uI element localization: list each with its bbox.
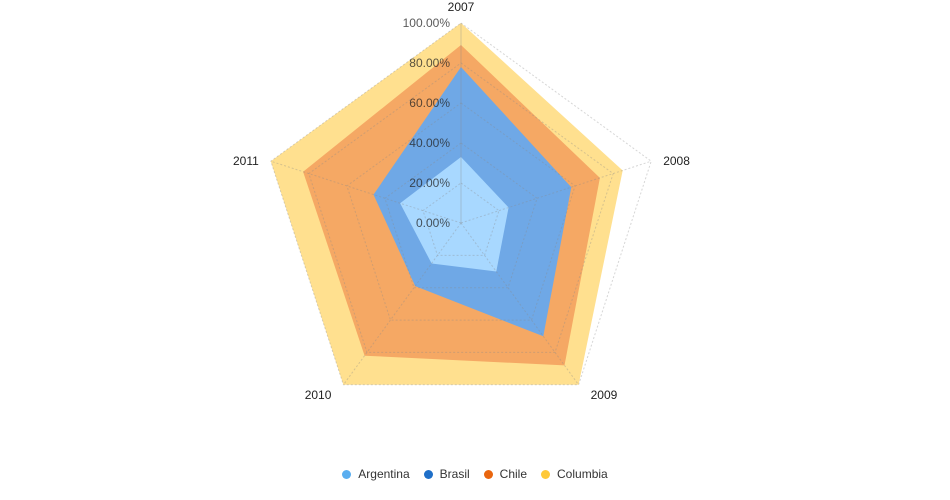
legend-swatch <box>541 469 551 479</box>
grid-ring-3 <box>346 102 576 321</box>
radar-grid <box>270 22 652 386</box>
category-label-2011: 2011 <box>233 154 259 168</box>
tick-label: 40.00% <box>409 136 450 150</box>
grid-spoke-4 <box>270 160 462 224</box>
series-areas <box>270 23 623 385</box>
grid-spoke-3 <box>342 222 462 386</box>
grid-spoke-1 <box>460 160 652 224</box>
radial-tick-labels: 0.00% 20.00% 40.00% 60.00% 80.00% 100.00% <box>403 16 451 230</box>
category-label-2008: 2008 <box>663 154 690 168</box>
category-labels: 2007 2008 2009 2010 2011 <box>233 0 690 402</box>
legend: Argentina Brasil Chile Columbia <box>0 464 950 484</box>
legend-label: Columbia <box>557 467 608 481</box>
legend-label: Chile <box>499 467 528 481</box>
grid-ring-4 <box>308 62 614 353</box>
tick-label: 100.00% <box>403 16 451 30</box>
legend-item-argentina[interactable]: Argentina <box>342 467 410 481</box>
legend-swatch <box>342 469 352 479</box>
legend-item-brasil[interactable]: Brasil <box>423 467 470 481</box>
tick-label: 20.00% <box>409 176 450 190</box>
category-label-2009: 2009 <box>591 388 618 402</box>
legend-swatch <box>483 469 493 479</box>
legend-label: Argentina <box>358 467 410 481</box>
legend-item-chile[interactable]: Chile <box>483 467 528 481</box>
area-argentina <box>400 157 509 272</box>
category-label-2010: 2010 <box>305 388 332 402</box>
grid-ring-1 <box>422 182 500 256</box>
tick-label: 0.00% <box>416 216 450 230</box>
category-label-2007: 2007 <box>448 0 475 14</box>
grid-spoke-2 <box>460 222 580 386</box>
legend-item-columbia[interactable]: Columbia <box>541 467 608 481</box>
legend-label: Brasil <box>439 467 470 481</box>
tick-label: 80.00% <box>409 56 450 70</box>
tick-label: 60.00% <box>409 96 450 110</box>
legend-swatch <box>423 469 433 479</box>
